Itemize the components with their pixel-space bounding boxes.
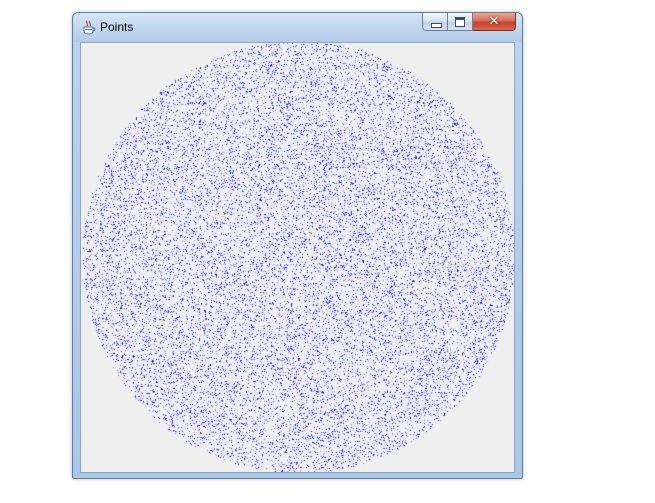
title-bar[interactable]: Points ✕ bbox=[73, 13, 522, 42]
java-cup-icon bbox=[83, 20, 96, 35]
close-button[interactable]: ✕ bbox=[473, 13, 516, 31]
points-window: Points ✕ bbox=[72, 12, 523, 479]
window-title: Points bbox=[100, 20, 134, 34]
maximize-button[interactable] bbox=[448, 13, 473, 31]
maximize-icon bbox=[455, 17, 465, 27]
close-icon: ✕ bbox=[488, 14, 500, 29]
minimize-button[interactable] bbox=[422, 13, 448, 31]
window-controls: ✕ bbox=[422, 13, 516, 32]
points-canvas bbox=[81, 43, 514, 472]
minimize-icon bbox=[431, 23, 442, 28]
drawing-area bbox=[80, 42, 515, 473]
